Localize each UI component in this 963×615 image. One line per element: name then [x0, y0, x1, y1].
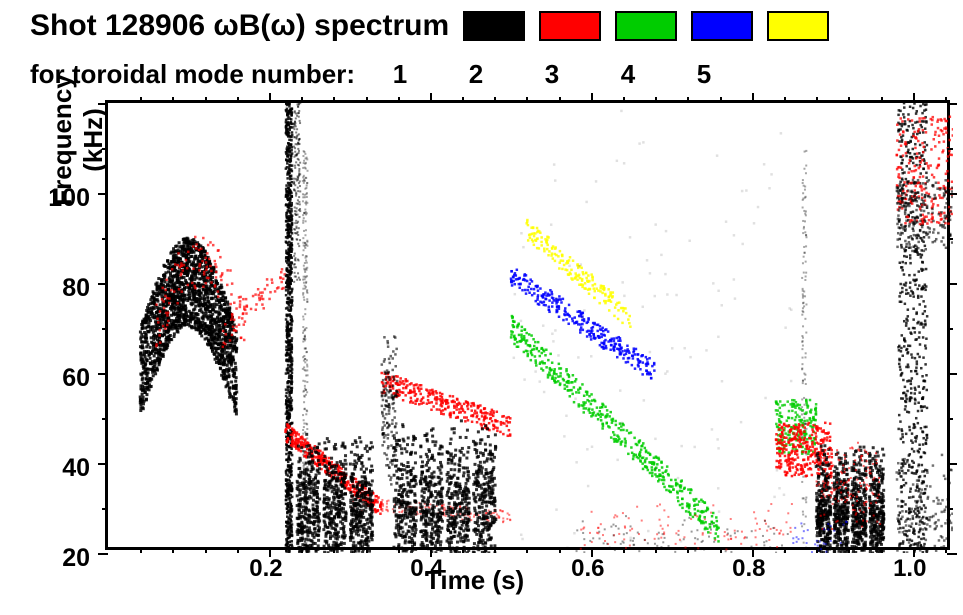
- x-tick-minor-bottom-0.08: [172, 547, 174, 553]
- x-tick-minor-top-0.16: [237, 97, 239, 103]
- plot-frame[interactable]: [105, 100, 950, 550]
- x-tick-minor-bottom-0.68: [655, 547, 657, 553]
- x-tick-label-0.2: 0.2: [236, 555, 296, 583]
- x-tick-minor-bottom-0.88: [816, 547, 818, 553]
- y-tick-minor-right-50: [947, 328, 953, 330]
- y-tick-minor-right-30: [947, 418, 953, 420]
- y-tick-label-20: 20: [30, 544, 90, 573]
- x-tick-minor-bottom-0.32: [366, 547, 368, 553]
- x-tick-minor-bottom-0.64: [623, 547, 625, 553]
- y-tick-mark-right-40: [947, 373, 957, 375]
- x-tick-mark-top-0.8: [752, 93, 754, 103]
- x-tick-minor-bottom-0.52: [526, 547, 528, 553]
- x-tick-minor-top-1.04: [945, 97, 947, 103]
- legend-swatch-mode4: [691, 11, 753, 41]
- x-tick-minor-top-0.52: [526, 97, 528, 103]
- y-tick-minor-left-30: [102, 418, 108, 420]
- title-row: Shot 128906 ωB(ω) spectrum: [0, 6, 963, 46]
- x-tick-minor-bottom-0.16: [237, 547, 239, 553]
- spectrogram-page: Shot 128906 ωB(ω) spectrum for toroidal …: [0, 0, 963, 615]
- y-tick-minor-right-70: [947, 238, 953, 240]
- y-tick-mark-right-100: [947, 103, 957, 105]
- x-tick-minor-bottom-0.76: [720, 547, 722, 553]
- x-tick-minor-bottom-0.12: [205, 547, 207, 553]
- y-tick-minor-right-10: [947, 508, 953, 510]
- x-tick-minor-bottom-0.28: [333, 547, 335, 553]
- x-tick-minor-top-0.12: [205, 97, 207, 103]
- x-tick-label-0.6: 0.6: [558, 555, 618, 583]
- y-tick-mark-left-60: [98, 283, 108, 285]
- x-tick-minor-top-0.92: [848, 97, 850, 103]
- x-tick-mark-top-0.4: [430, 93, 432, 103]
- x-tick-minor-top-0.32: [366, 97, 368, 103]
- legend-number-4: 4: [597, 59, 659, 90]
- x-tick-minor-bottom-0.96: [881, 547, 883, 553]
- legend-swatch-mode5: [767, 11, 829, 41]
- legend-number-1: 1: [369, 59, 431, 90]
- chart-title: Shot 128906 ωB(ω) spectrum: [30, 9, 449, 43]
- y-tick-mark-left-0: [98, 553, 108, 555]
- x-tick-minor-top-0.96: [881, 97, 883, 103]
- y-tick-minor-right-90: [947, 148, 953, 150]
- legend-number-5: 5: [673, 59, 735, 90]
- x-tick-minor-bottom-0.72: [687, 547, 689, 553]
- x-tick-minor-bottom-0.84: [784, 547, 786, 553]
- x-tick-minor-top-0.88: [816, 97, 818, 103]
- x-tick-minor-top-0.44: [462, 97, 464, 103]
- x-tick-minor-top-0.04: [140, 97, 142, 103]
- y-tick-minor-left-50: [102, 328, 108, 330]
- y-tick-mark-left-20: [98, 463, 108, 465]
- plot-area: Frequency (kHz) Time (s) 0204060801000.2…: [105, 100, 950, 550]
- x-tick-label-1: 1.0: [880, 555, 940, 583]
- y-tick-mark-left-40: [98, 373, 108, 375]
- x-tick-minor-bottom-0.56: [559, 547, 561, 553]
- x-tick-minor-bottom-0.48: [494, 547, 496, 553]
- x-tick-minor-bottom-0.24: [301, 547, 303, 553]
- x-tick-minor-bottom-0.92: [848, 547, 850, 553]
- x-tick-minor-top-0.56: [559, 97, 561, 103]
- x-tick-minor-top-0.28: [333, 97, 335, 103]
- x-tick-minor-top-0.48: [494, 97, 496, 103]
- legend-number-3: 3: [521, 59, 583, 90]
- legend-swatch-mode3: [615, 11, 677, 41]
- legend-swatch-mode1: [463, 11, 525, 41]
- x-tick-mark-top-0.2: [269, 93, 271, 103]
- x-tick-minor-top-0.36: [398, 97, 400, 103]
- y-tick-minor-left-10: [102, 508, 108, 510]
- y-tick-mark-right-0: [947, 553, 957, 555]
- y-tick-mark-right-80: [947, 193, 957, 195]
- x-tick-minor-top-0.68: [655, 97, 657, 103]
- y-tick-label-60: 60: [30, 364, 90, 393]
- x-tick-minor-bottom-0.04: [140, 547, 142, 553]
- y-tick-label-40: 40: [30, 454, 90, 483]
- legend-number-2: 2: [445, 59, 507, 90]
- x-tick-minor-top-0.64: [623, 97, 625, 103]
- y-tick-label-80: 80: [30, 274, 90, 303]
- y-tick-mark-right-60: [947, 283, 957, 285]
- subtitle-row: for toroidal mode number: 1 2 3 4 5: [0, 56, 963, 92]
- x-tick-label-0.4: 0.4: [397, 555, 457, 583]
- x-tick-label-0.8: 0.8: [719, 555, 779, 583]
- x-tick-minor-top-0.72: [687, 97, 689, 103]
- x-tick-mark-top-1: [913, 93, 915, 103]
- y-tick-label-100: 100: [30, 184, 90, 213]
- x-tick-minor-top-0.84: [784, 97, 786, 103]
- x-tick-mark-top-0.6: [591, 93, 593, 103]
- x-tick-minor-top-0.76: [720, 97, 722, 103]
- x-tick-minor-top-0.08: [172, 97, 174, 103]
- x-tick-minor-bottom-1.04: [945, 547, 947, 553]
- x-tick-minor-bottom-0.36: [398, 547, 400, 553]
- y-tick-mark-right-20: [947, 463, 957, 465]
- scatter-plot-svg[interactable]: [108, 103, 953, 553]
- x-tick-minor-bottom-0.44: [462, 547, 464, 553]
- x-tick-minor-top-0.24: [301, 97, 303, 103]
- legend-swatch-mode2: [539, 11, 601, 41]
